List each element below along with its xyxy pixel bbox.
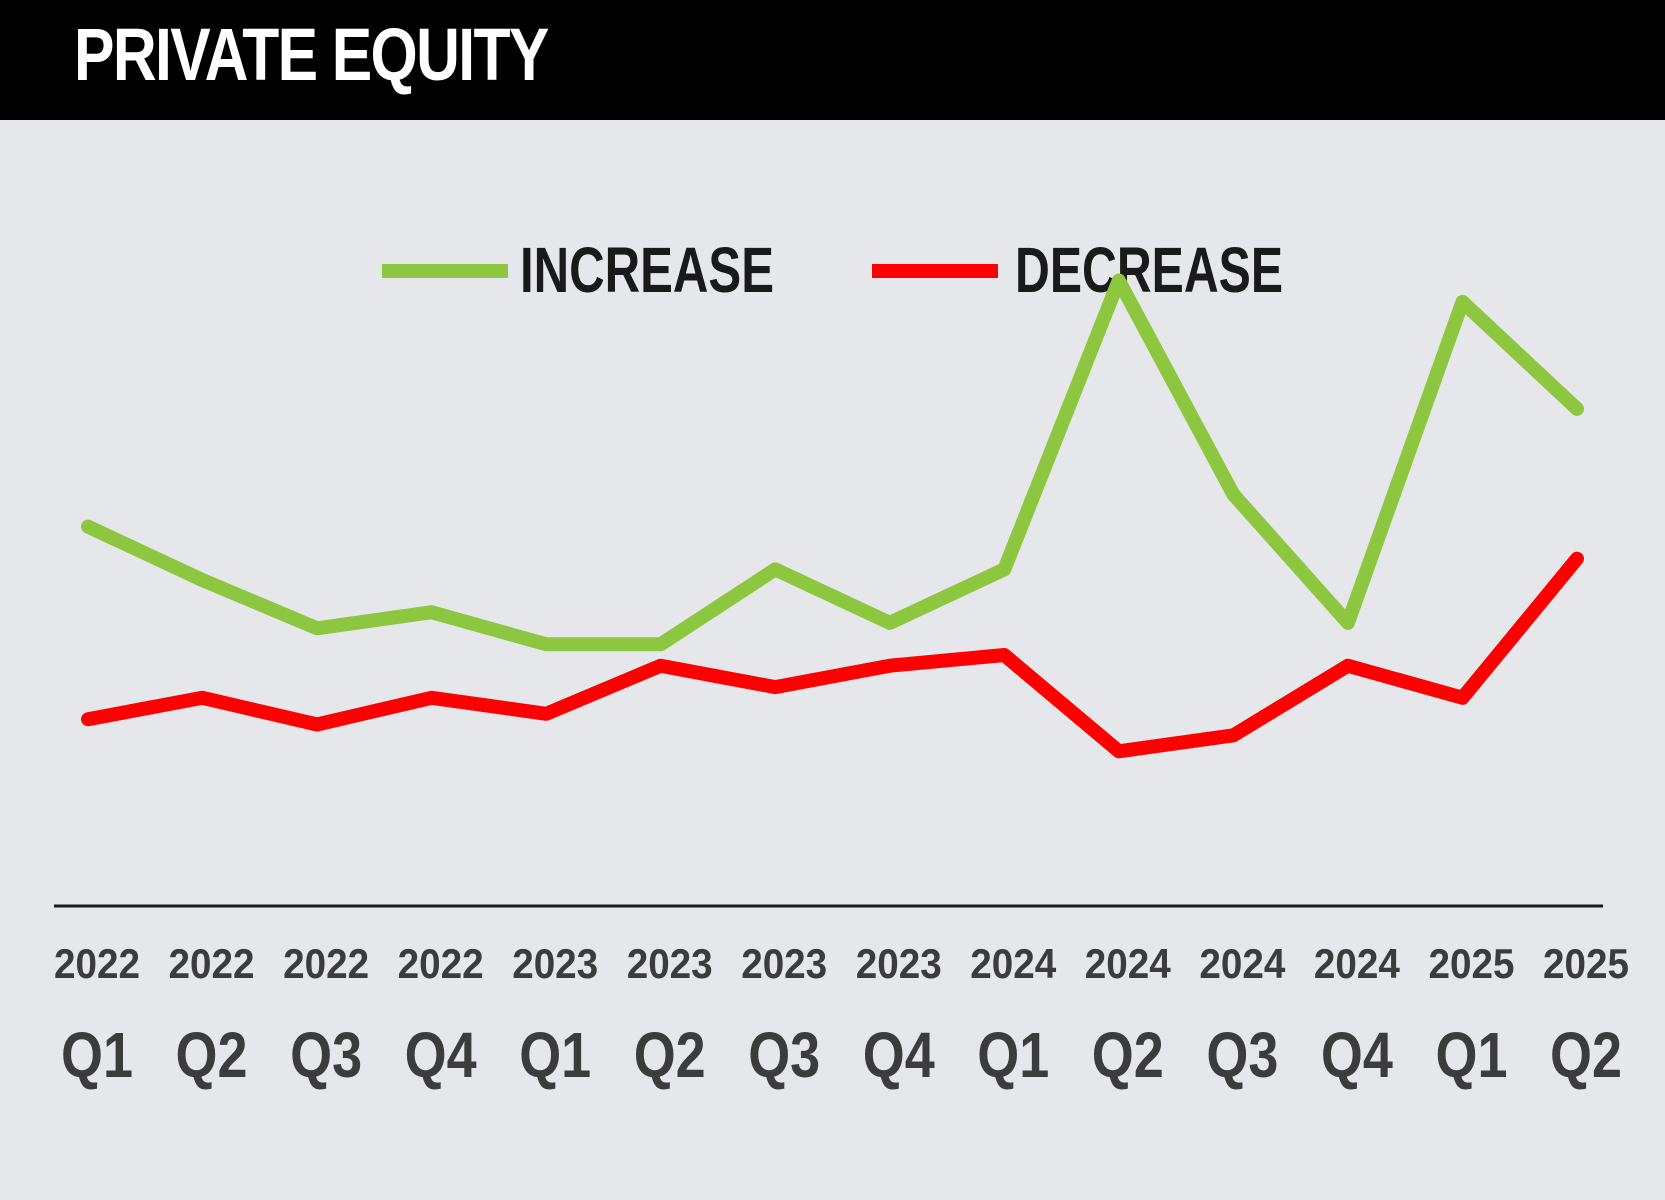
x-tick-label-quarter: Q1: [519, 1019, 591, 1091]
x-tick-label-year: 2023: [856, 940, 942, 987]
data-point-decrease: [1001, 652, 1008, 658]
data-point-increase: [886, 619, 893, 626]
data-point-decrease: [543, 710, 550, 717]
x-tick-label-quarter: Q3: [748, 1019, 820, 1091]
data-point-increase: [1574, 405, 1580, 412]
x-tick-label-quarter: Q4: [405, 1019, 477, 1091]
x-tick-label-quarter: Q2: [1092, 1019, 1164, 1091]
data-point-decrease: [1344, 662, 1351, 669]
data-point-increase: [314, 625, 321, 632]
data-point-increase: [543, 641, 550, 648]
x-tick-label-year: 2024: [970, 940, 1057, 987]
data-point-increase: [1115, 277, 1122, 284]
data-point-decrease: [199, 694, 206, 701]
series-layer: [81, 273, 1584, 759]
legend-label-increase: INCREASE: [520, 234, 774, 306]
data-point-decrease: [657, 662, 664, 669]
data-point-increase: [1459, 298, 1466, 305]
x-tick-label-quarter: Q2: [634, 1019, 706, 1091]
data-point-increase: [1230, 491, 1237, 498]
data-point-decrease: [1459, 694, 1466, 701]
data-point-increase: [428, 609, 435, 616]
data-point-increase: [1001, 566, 1008, 573]
data-point-decrease: [772, 684, 779, 691]
x-tick-label-quarter: Q3: [290, 1019, 362, 1091]
legend-label-decrease: DECREASE: [1015, 234, 1283, 306]
x-tick-label-year: 2022: [54, 940, 140, 987]
x-tick-label-year: 2024: [1314, 940, 1401, 987]
data-point-decrease: [1230, 732, 1237, 739]
data-point-decrease: [314, 721, 321, 728]
series-line-decrease: [81, 551, 1584, 759]
x-tick-label-quarter: Q1: [1436, 1019, 1508, 1091]
x-axis-labels: 2022 Q1 2022 Q2 2022 Q3 2022 Q4 2023 Q1 2023 Q2 2023…: [54, 940, 1629, 1091]
x-tick-label-year: 2024: [1085, 940, 1172, 987]
x-tick-label-quarter: Q1: [61, 1019, 133, 1091]
title-bar: PRIVATE EQUITY: [0, 0, 1665, 120]
x-tick-label-year: 2023: [512, 940, 598, 987]
data-point-increase: [85, 523, 91, 530]
data-point-decrease: [428, 694, 435, 701]
x-tick-label-year: 2023: [741, 940, 827, 987]
series-line-increase: [81, 273, 1584, 652]
x-tick-label-quarter: Q2: [176, 1019, 248, 1091]
x-tick-label-quarter: Q4: [1321, 1019, 1393, 1091]
legend: INCREASE DECREASE: [382, 234, 1283, 306]
data-point-increase: [1344, 619, 1351, 626]
x-tick-label-quarter: Q1: [977, 1019, 1049, 1091]
data-point-increase: [657, 641, 664, 648]
x-tick-label-year: 2024: [1199, 940, 1286, 987]
data-point-increase: [199, 577, 206, 584]
chart-title: PRIVATE EQUITY: [74, 13, 549, 96]
data-point-decrease: [886, 662, 893, 669]
data-point-decrease: [1574, 555, 1580, 562]
x-tick-label-year: 2023: [627, 940, 713, 987]
x-tick-label-year: 2025: [1429, 940, 1515, 987]
data-point-decrease: [1115, 748, 1122, 755]
x-tick-label-quarter: Q2: [1550, 1019, 1622, 1091]
x-tick-label-quarter: Q3: [1206, 1019, 1278, 1091]
data-point-increase: [772, 566, 779, 573]
x-tick-label-quarter: Q4: [863, 1019, 935, 1091]
x-tick-label-year: 2022: [169, 940, 255, 987]
data-point-decrease: [85, 716, 91, 723]
x-tick-label-year: 2025: [1543, 940, 1629, 987]
x-tick-label-year: 2022: [283, 940, 369, 987]
x-tick-label-year: 2022: [398, 940, 484, 987]
